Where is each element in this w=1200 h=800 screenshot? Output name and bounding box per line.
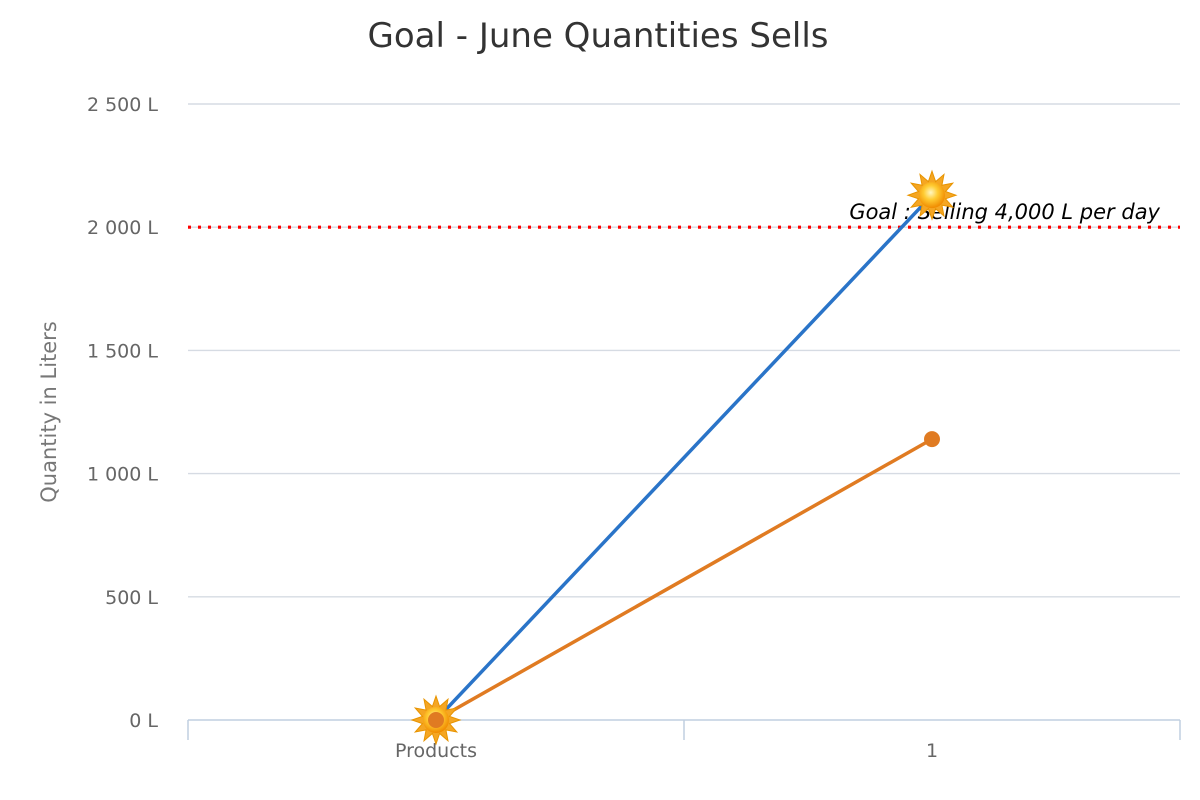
series-group	[410, 169, 958, 746]
x-axis-tick-labels: Products 1	[395, 740, 938, 762]
chart-title: Goal - June Quantities Sells	[368, 16, 829, 56]
y-axis-tick-labels: 0 L 500 L 1 000 L 1 500 L 2 000 L 2 500 L	[87, 94, 158, 732]
y-tick-label: 2 000 L	[87, 217, 158, 239]
goal-line-label: Goal : Selling 4,000 L per day	[849, 200, 1160, 224]
y-tick-label: 1 500 L	[87, 340, 158, 362]
x-axis	[187, 719, 1181, 740]
y-axis-label: Quantity in Liters	[37, 321, 61, 503]
y-tick-label: 1 000 L	[87, 464, 158, 486]
x-tick-label: 1	[926, 740, 938, 762]
y-tick-label: 2 500 L	[87, 94, 158, 116]
y-tick-label: 0 L	[129, 710, 158, 732]
series-line	[434, 437, 934, 722]
data-point	[428, 712, 444, 728]
gridlines	[188, 103, 1180, 598]
sun-core	[919, 182, 945, 209]
goal-line-group: Goal : Selling 4,000 L per day	[188, 200, 1180, 229]
y-tick-label: 500 L	[105, 587, 158, 609]
sun-marker	[906, 169, 958, 221]
data-point	[924, 431, 940, 448]
series-line	[434, 193, 934, 722]
x-tick-label: Products	[395, 740, 477, 762]
